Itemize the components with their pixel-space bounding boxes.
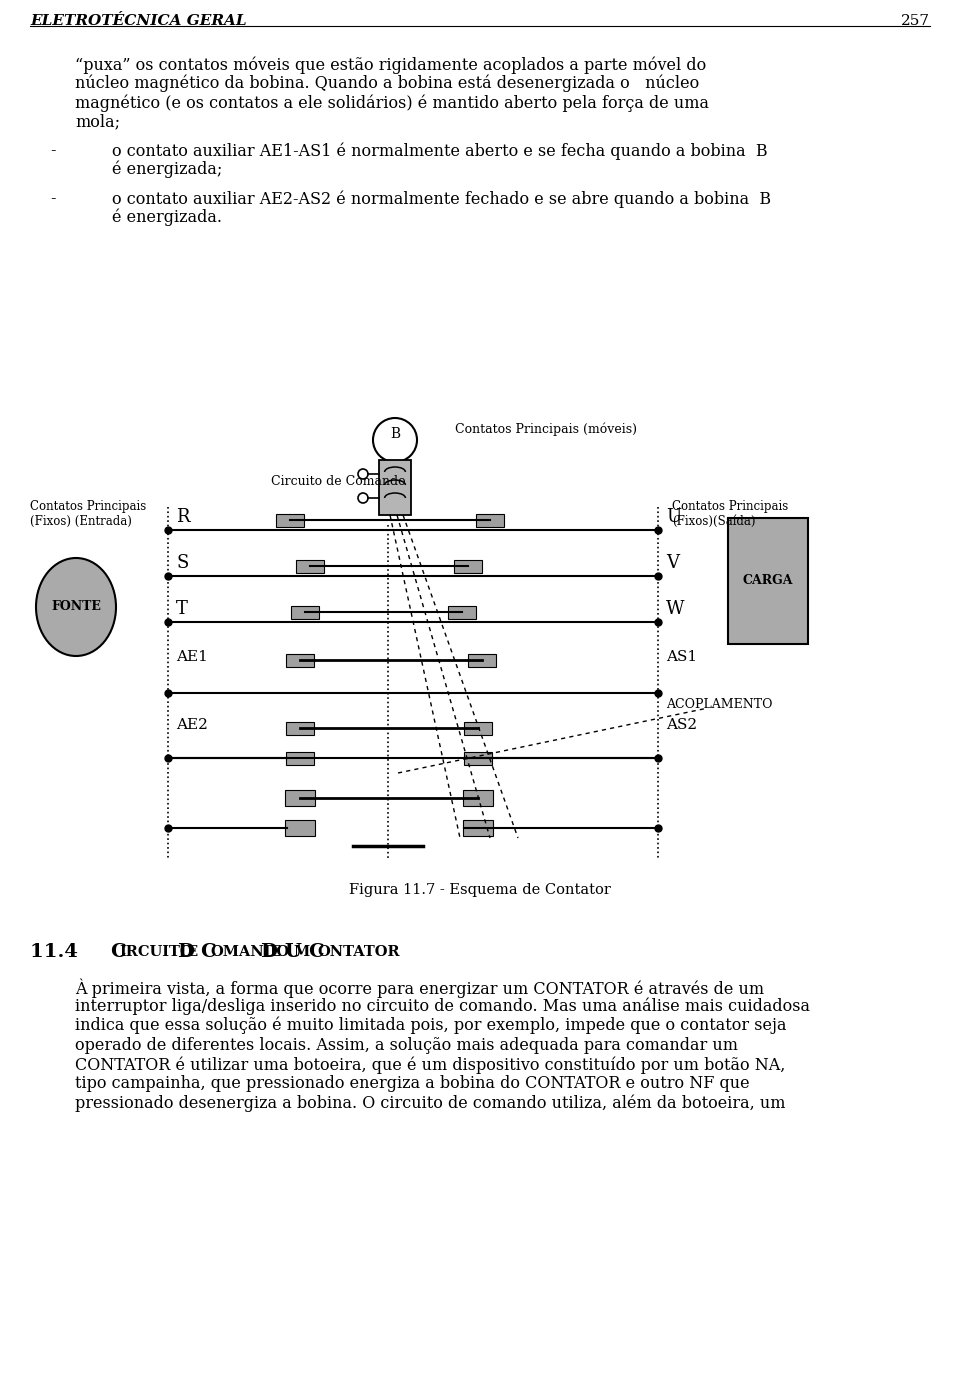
Text: (Fixos) (Entrada): (Fixos) (Entrada) xyxy=(30,514,132,528)
Text: AS1: AS1 xyxy=(666,650,697,664)
Text: D: D xyxy=(177,942,194,960)
Text: Contatos Principais (móveis): Contatos Principais (móveis) xyxy=(455,422,637,436)
Text: M: M xyxy=(294,945,310,959)
Bar xyxy=(286,654,314,666)
Text: tipo campainha, que pressionado energiza a bobina do CONTATOR e outro NF que: tipo campainha, que pressionado energiza… xyxy=(75,1076,750,1093)
Text: Contatos Principais: Contatos Principais xyxy=(30,500,146,513)
Text: E: E xyxy=(186,945,198,959)
Text: interruptor liga/desliga inserido no circuito de comando. Mas uma análise mais c: interruptor liga/desliga inserido no cir… xyxy=(75,998,810,1015)
Text: C: C xyxy=(110,942,126,960)
Text: o contato auxiliar AE1-AS1 é normalmente aberto e se fecha quando a bobina  B: o contato auxiliar AE1-AS1 é normalmente… xyxy=(112,142,768,159)
Bar xyxy=(296,559,324,573)
Text: o contato auxiliar AE2-AS2 é normalmente fechado e se abre quando a bobina  B: o contato auxiliar AE2-AS2 é normalmente… xyxy=(112,190,771,208)
Bar xyxy=(286,751,314,764)
Text: indica que essa solução é muito limitada pois, por exemplo, impede que o contato: indica que essa solução é muito limitada… xyxy=(75,1018,786,1034)
Text: ACOPLAMENTO: ACOPLAMENTO xyxy=(666,698,773,711)
Bar xyxy=(291,605,319,619)
Bar xyxy=(276,513,304,527)
Bar xyxy=(285,820,315,836)
Text: é energizada;: é energizada; xyxy=(112,160,223,178)
Text: OMANDO: OMANDO xyxy=(210,945,289,959)
Text: ONTATOR: ONTATOR xyxy=(317,945,399,959)
Text: U: U xyxy=(284,942,300,960)
Text: W: W xyxy=(666,599,684,618)
Text: Circuito de Comando: Circuito de Comando xyxy=(271,475,406,488)
Text: IRCUITO: IRCUITO xyxy=(119,945,193,959)
Text: CARGA: CARGA xyxy=(743,574,793,587)
Bar xyxy=(454,559,482,573)
Text: Figura 11.7 - Esquema de Contator: Figura 11.7 - Esquema de Contator xyxy=(349,882,611,896)
Text: CONTATOR é utilizar uma botoeira, que é um dispositivo constituído por um botão : CONTATOR é utilizar uma botoeira, que é … xyxy=(75,1057,785,1073)
Text: 257: 257 xyxy=(901,14,930,28)
Bar xyxy=(286,722,314,735)
Text: U: U xyxy=(666,507,682,526)
Text: C: C xyxy=(201,942,216,960)
Bar xyxy=(379,460,411,514)
Text: (Fixos)(Saída): (Fixos)(Saída) xyxy=(672,514,756,528)
Bar xyxy=(448,605,476,619)
Text: E: E xyxy=(270,945,281,959)
Text: mola;: mola; xyxy=(75,113,120,130)
Text: núcleo magnético da bobina. Quando a bobina está desenergizada o   núcleo: núcleo magnético da bobina. Quando a bob… xyxy=(75,75,699,92)
Text: D: D xyxy=(260,942,277,960)
Text: AE1: AE1 xyxy=(176,650,208,664)
Text: -: - xyxy=(50,190,56,206)
Bar xyxy=(285,790,315,806)
Text: C: C xyxy=(308,942,324,960)
Bar xyxy=(463,820,493,836)
Text: operado de diferentes locais. Assim, a solução mais adequada para comandar um: operado de diferentes locais. Assim, a s… xyxy=(75,1037,738,1054)
Text: 11.4: 11.4 xyxy=(30,942,91,960)
Bar xyxy=(464,751,492,764)
Text: é energizada.: é energizada. xyxy=(112,209,222,226)
Bar xyxy=(476,513,504,527)
Ellipse shape xyxy=(36,558,116,657)
Bar xyxy=(464,722,492,735)
Text: AS2: AS2 xyxy=(666,718,697,732)
Text: ELETROTÉCNICA GERAL: ELETROTÉCNICA GERAL xyxy=(30,14,247,28)
Text: V: V xyxy=(666,553,679,572)
Bar xyxy=(463,790,493,806)
Text: S: S xyxy=(176,553,188,572)
Text: B: B xyxy=(390,427,400,441)
Bar xyxy=(468,654,496,666)
Text: À primeira vista, a forma que ocorre para energizar um CONTATOR é através de um: À primeira vista, a forma que ocorre par… xyxy=(75,979,764,998)
Text: FONTE: FONTE xyxy=(51,601,101,613)
Text: magnético (e os contatos a ele solidários) é mantido aberto pela força de uma: magnético (e os contatos a ele solidário… xyxy=(75,93,709,112)
Text: Contatos Principais: Contatos Principais xyxy=(672,500,788,513)
Text: “puxa” os contatos móveis que estão rigidamente acoplados a parte móvel do: “puxa” os contatos móveis que estão rigi… xyxy=(75,56,707,74)
Text: R: R xyxy=(176,507,189,526)
Text: AE2: AE2 xyxy=(176,718,208,732)
Text: -: - xyxy=(50,142,56,159)
Text: pressionado desenergiza a bobina. O circuito de comando utiliza, além da botoeir: pressionado desenergiza a bobina. O circ… xyxy=(75,1096,785,1112)
Text: T: T xyxy=(176,599,188,618)
Bar xyxy=(728,519,808,644)
